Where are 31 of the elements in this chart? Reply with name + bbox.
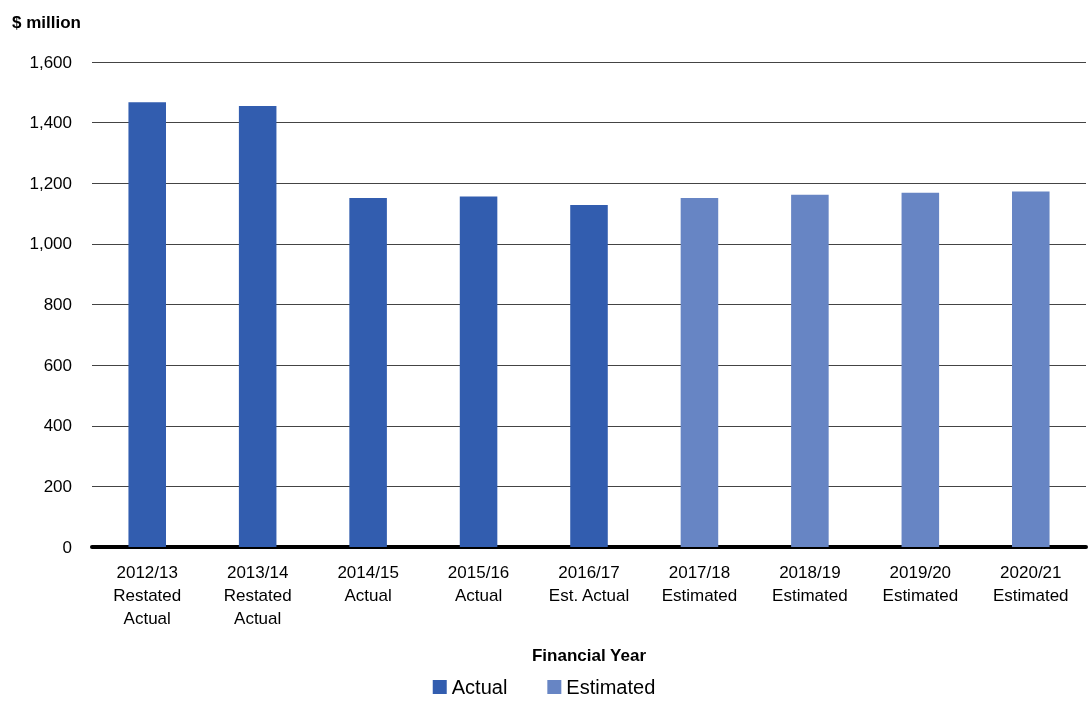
bar [459,196,498,547]
x-tick-label: 2014/15 Actual [337,563,399,605]
y-tick-label: 600 [43,355,72,375]
x-tick-label: 2017/18 Estimated [661,563,738,605]
x-tick-label: 2018/19 Estimated [772,563,848,605]
bar [238,105,277,547]
y-tick-label: 800 [43,295,72,314]
y-tick-label: 0 [62,537,72,557]
y-tick-label: 1,600 [29,52,72,72]
bar [128,102,166,547]
y-tick-label: 1,200 [29,173,72,193]
bar [1012,191,1050,547]
x-tick-label: 2016/17 Est. Actual [548,563,630,605]
bar [349,198,387,547]
y-tick-label: 400 [43,416,72,436]
bar [791,194,829,547]
bar [570,205,608,547]
x-tick-label: 2019/20 Estimated [882,563,959,605]
x-axis-title: Financial Year [531,646,647,665]
y-tick-label: 1,400 [29,113,72,133]
y-axis-title: $ million [12,13,81,32]
y-tick-label: 1,000 [29,234,72,254]
x-tick-label: 2012/13 Restated Actual [113,563,182,628]
legend-label: Estimated [566,676,656,698]
x-tick-label: 2020/21 Estimated [992,563,1069,605]
legend-label: Actual [451,676,508,698]
y-tick-label: 200 [43,476,72,496]
bar [680,198,719,547]
bar [901,192,940,547]
x-tick-label: 2015/16 Actual [447,563,510,605]
x-tick-label: 2013/14 Restated Actual [223,563,292,628]
